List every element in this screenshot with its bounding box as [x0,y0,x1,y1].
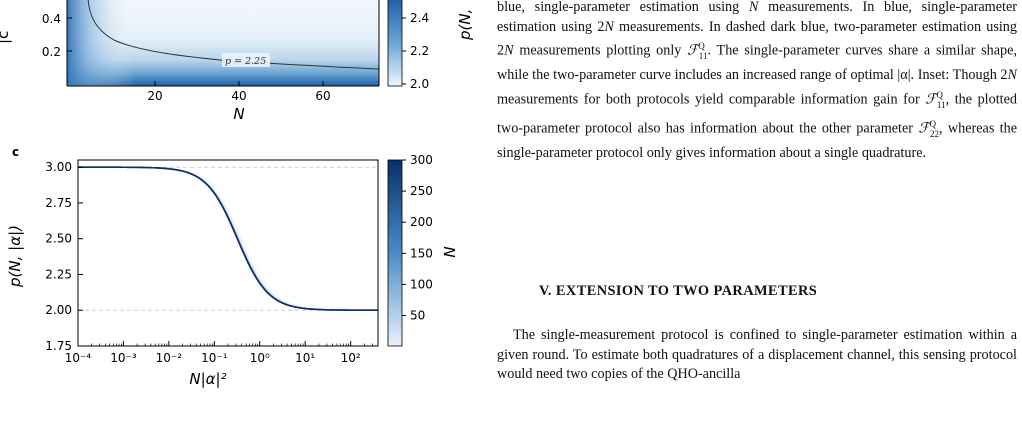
math-symbol: N [504,42,514,59]
fisher-symbol: ℱ [687,42,699,59]
math-symbol: N [748,0,759,15]
caption-text: . The single-parameter curves share a si… [497,42,1017,84]
figure-caption: blue, single-parameter estimation using … [497,0,1017,164]
panel-c-label: c [12,145,19,159]
series-line [78,166,378,311]
y-tick-label: 2.50 [45,232,72,246]
x-tick-label: 10⁻⁴ [65,351,92,365]
colorbar-tick-label: 100 [410,277,433,291]
caption-text: measurements for both protocols yield co… [497,91,926,108]
panel-b-colorbar-tick-label: 2.2 [410,44,429,58]
fisher-symbol: ℱ [918,120,930,137]
x-tick-label: 10⁰ [250,351,270,365]
panel-b-colorbar-label: p(N, [456,9,474,41]
math-symbol: N [1007,67,1017,84]
fisher-subscript: 11 [936,99,946,110]
fisher-symbol: ℱ [925,91,937,108]
y-tick-label: 1.75 [45,339,72,353]
series-line [78,166,379,311]
panel-b-ytick-label: 0.4 [42,12,61,26]
series-line [78,166,378,311]
panel-b-ylabel-fragment: |c [0,31,12,44]
panel-b-ytick-label: 0.2 [42,45,61,59]
series-line [78,166,379,312]
x-tick-label: 10⁻³ [110,351,137,365]
panel-c-colorbar-label: N [441,246,459,257]
caption-text: , whereas the single-parameter protocol … [497,120,1017,162]
panel-c-axes-frame [77,159,379,347]
section-heading: V. EXTENSION TO TWO PARAMETERS [539,283,818,299]
series-line [78,166,379,311]
colorbar-tick-label: 300 [410,153,433,167]
panel-b-xlabel: N [233,105,244,123]
series-line [78,166,379,311]
fisher-subscript: 22 [930,128,939,139]
math-symbol: N [604,18,614,35]
panel-b-colorbar-tick-label: 2.4 [410,11,429,25]
x-tick-label: 10² [341,351,361,365]
x-tick-label: 10¹ [295,351,315,365]
colorbar-tick-label: 50 [410,309,425,323]
colorbar-tick-label: 150 [410,246,433,260]
caption-text: measurements. In dashed dark blue, two-p… [497,18,1017,59]
series-line [78,166,379,312]
panel-b-xtick-label: 40 [231,89,246,103]
caption-text: blue, single-parameter estimation using [497,0,749,15]
panel-c-ylabel: p(N, |α|) [6,225,24,288]
colorbar-tick-label: 200 [410,215,433,229]
y-tick-label: 2.00 [45,303,72,317]
y-tick-label: 3.00 [45,160,72,174]
fisher-subscript: 11 [698,50,708,61]
panel-b-contour-label-bg [222,53,270,67]
section-body: The single-measurement protocol is confi… [497,327,1017,383]
y-tick-label: 2.75 [45,196,72,210]
panel-b-contour-line [87,0,380,70]
x-tick-label: 10⁻² [156,351,183,365]
panel-b-xtick-label: 60 [315,89,330,103]
caption-text: measurements. In blue, single-parameter … [497,0,1017,35]
panel-b-contour-label: p = 2.25 [225,56,266,67]
caption-text: measurements plotting only [513,42,688,59]
series-line [78,166,378,311]
panel-c-colorbar [387,159,403,347]
fisher-superscript: Q [929,119,937,130]
panel-b-colorbar [387,0,403,87]
colorbar-tick-label: 250 [410,184,433,198]
fisher-superscript: Q [698,41,705,52]
panel-b-heatmap-left-shade [67,0,379,86]
fisher-superscript: Q [936,89,943,100]
series-line [78,166,379,311]
series-line [78,166,378,311]
panel-c-xlabel: N|α|² [189,370,226,388]
caption-text: , the plotted two-parameter protocol als… [497,91,1017,137]
panel-c: c p(N, |α|) N|α|² 1.75 2.00 2.25 2.50 2.75 3.… [6,145,459,388]
panel-b-xtick-label: 20 [147,89,162,103]
panel-b: |c p = 2.25 0.4 0.2 20 40 60 N 2.4 2.2 2… [0,0,474,123]
y-tick-label: 2.25 [45,267,72,281]
series-line [78,166,378,311]
x-tick-label: 10⁻¹ [201,351,228,365]
panel-b-colorbar-tick-label: 2.0 [410,77,429,91]
